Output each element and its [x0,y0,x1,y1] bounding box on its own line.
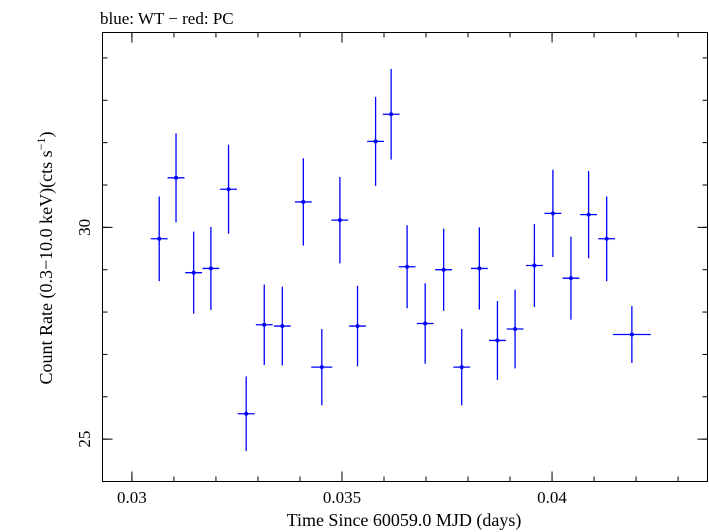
point-marker [513,327,518,332]
x-tick-label: 0.04 [537,488,567,507]
x-axis-label: Time Since 60059.0 MJD (days) [287,510,522,531]
data-point [416,283,434,364]
data-point [526,223,543,307]
y-axis-label-superscript: −1 [34,138,48,151]
data-point [185,231,203,314]
data-point [562,236,580,320]
y-axis-label: Count Rate (0.3−10.0 keV)(cts s−1) [34,132,57,385]
data-point [398,225,416,309]
data-point [167,133,185,223]
point-marker [174,175,179,180]
point-marker [244,411,249,416]
point-marker [389,112,394,117]
data-point [470,227,488,310]
data-point [220,144,237,234]
data-point [255,284,273,366]
point-marker [355,324,360,329]
point-marker [495,338,500,343]
point-marker [441,267,446,272]
data-point [367,96,384,186]
data-point [273,286,291,366]
data-point [150,196,168,282]
point-marker [477,266,482,271]
point-marker [423,321,428,326]
point-marker [586,212,591,217]
data-point [598,196,616,282]
data-point [506,289,524,369]
data-point [237,376,255,452]
point-marker [157,236,162,241]
point-marker [191,270,196,275]
y-axis-label-main: Count Rate (0.3−10.0 keV)(cts s [36,150,57,384]
data-points [150,68,651,452]
data-point [349,285,366,367]
data-point [294,158,312,246]
chart-title: blue: WT − red: PC [100,9,234,28]
data-point [331,176,349,264]
data-point [612,306,651,363]
point-marker [629,332,634,337]
y-tick-labels: 25 30 [75,219,94,448]
y-tick-label: 30 [75,219,94,236]
data-point [544,169,562,257]
y-axis-label-end: ) [36,132,57,138]
point-marker [604,236,609,241]
point-marker [262,322,267,327]
point-marker [337,218,342,223]
x-tick-label: 0.035 [323,488,361,507]
data-point [202,226,220,310]
plot-frame [102,32,708,482]
data-point [453,329,471,406]
point-marker [319,365,324,370]
x-tick-label: 0.03 [117,488,147,507]
data-point [435,228,453,311]
point-marker [568,276,573,281]
data-point [580,171,598,259]
y-tick-label: 25 [75,431,94,448]
point-marker [208,266,213,271]
data-point [382,68,400,160]
point-marker [226,187,231,192]
point-marker [373,139,378,144]
axis-ticks [102,32,708,482]
point-marker [532,263,537,268]
point-marker [550,211,555,216]
data-point [311,329,333,406]
point-marker [301,199,306,204]
x-tick-labels: 0.03 0.035 0.04 [117,488,567,507]
data-point [489,301,506,380]
point-marker [280,324,285,329]
point-marker [459,365,464,370]
point-marker [405,264,410,269]
